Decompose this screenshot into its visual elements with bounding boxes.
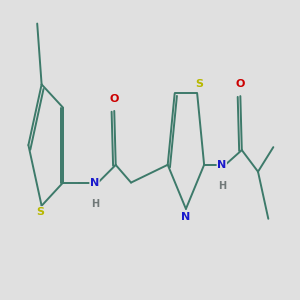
- Text: H: H: [91, 199, 99, 209]
- Text: O: O: [236, 79, 245, 89]
- Text: N: N: [217, 160, 226, 170]
- Text: N: N: [181, 212, 190, 222]
- Text: O: O: [110, 94, 119, 104]
- Text: H: H: [218, 182, 226, 191]
- Text: S: S: [196, 79, 203, 89]
- Text: S: S: [36, 207, 44, 217]
- Text: N: N: [90, 178, 99, 188]
